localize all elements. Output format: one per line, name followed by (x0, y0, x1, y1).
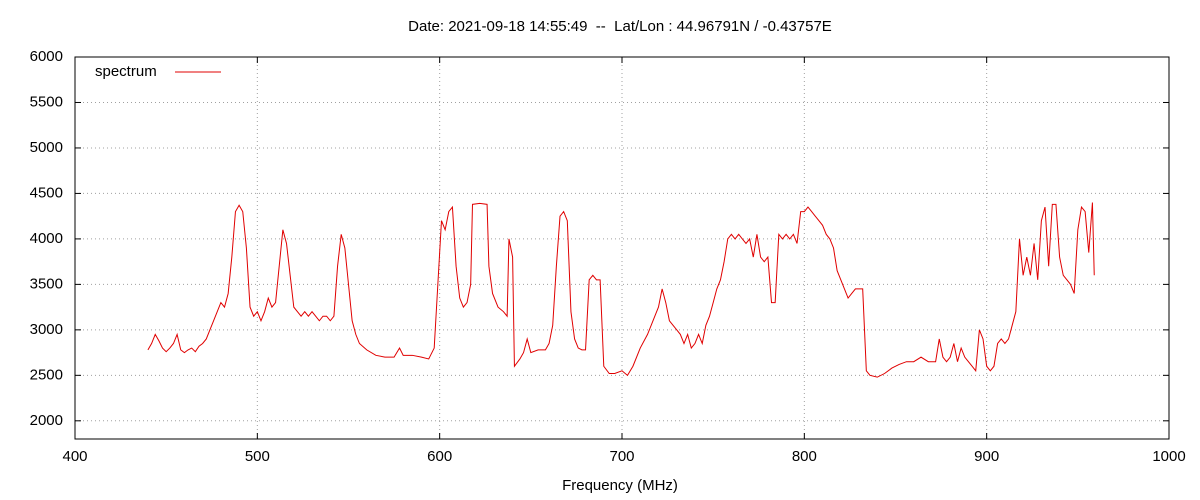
x-tick-label: 600 (427, 448, 452, 465)
x-tick-label: 500 (245, 448, 270, 465)
x-tick-label: 800 (792, 448, 817, 465)
x-tick-label: 700 (609, 448, 634, 465)
y-tick-label: 4500 (30, 184, 63, 201)
line-series (147, 202, 1095, 378)
chart-title: Date: 2021-09-18 14:55:49 -- Lat/Lon : 4… (408, 18, 832, 35)
x-tick-label: 1000 (1152, 448, 1185, 465)
y-tick-label: 5500 (30, 93, 63, 110)
y-tick-label: 4000 (30, 230, 63, 247)
y-tick-label: 6000 (30, 48, 63, 65)
x-axis-label: Frequency (MHz) (562, 477, 678, 494)
y-tick-label: 2000 (30, 412, 63, 429)
y-tick-label: 2500 (30, 366, 63, 383)
y-tick-label: 3000 (30, 321, 63, 338)
y-tick-label: 3500 (30, 275, 63, 292)
x-tick-label: 400 (62, 448, 87, 465)
x-tick-label: 900 (974, 448, 999, 465)
plot-frame (74, 56, 1170, 440)
y-tick-label: 5000 (30, 139, 63, 156)
legend-label: spectrum (95, 63, 157, 80)
